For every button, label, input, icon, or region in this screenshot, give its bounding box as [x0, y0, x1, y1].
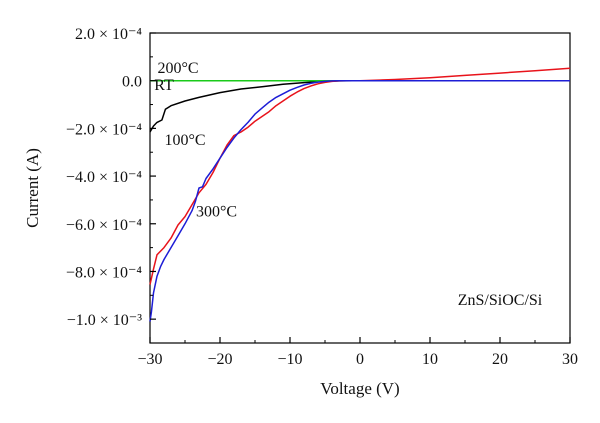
x-tick-label: 30 — [562, 351, 578, 368]
series-line-300-c — [149, 79, 570, 322]
y-tick-label: −4.0 × 10⁻⁴ — [66, 169, 142, 186]
x-tick-label: −30 — [137, 351, 162, 368]
y-tick-label: −2.0 × 10⁻⁴ — [66, 121, 142, 138]
y-tick-label: −1.0 × 10⁻³ — [67, 312, 142, 329]
x-axis-label: Voltage (V) — [320, 379, 399, 398]
series-layer — [149, 67, 571, 322]
x-tick-label: 0 — [356, 351, 364, 368]
series-line-rt — [149, 79, 570, 133]
x-tick-label: 20 — [492, 351, 508, 368]
x-tick-label: −20 — [207, 351, 232, 368]
curve-label-200-c: 200°C — [157, 60, 198, 77]
sample-annotation: ZnS/SiOC/Si — [458, 292, 543, 309]
labels-layer: 200°CRT 100°C 300°C — [154, 60, 237, 221]
series-line-100-c — [149, 67, 571, 285]
x-tick-label: −10 — [277, 351, 302, 368]
y-axis: 2.0 × 10⁻⁴ 0.0 −2.0 × 10⁻⁴ −4.0 × 10⁻⁴ −6.0 … — [66, 26, 156, 329]
curve-label-rt: RT — [154, 77, 174, 94]
curve-label-300-c: 300°C — [196, 204, 237, 221]
x-tick-label: 10 — [422, 351, 438, 368]
x-axis: −30 −20 −10 0 10 20 30 — [137, 337, 578, 368]
y-tick-label: 2.0 × 10⁻⁴ — [75, 26, 142, 43]
y-tick-label: 0.0 — [122, 74, 142, 91]
curve-label-100-c: 100°C — [164, 132, 205, 149]
y-tick-label: −8.0 × 10⁻⁴ — [66, 264, 142, 281]
y-axis-label: Current (A) — [23, 148, 42, 228]
y-tick-label: −6.0 × 10⁻⁴ — [66, 217, 142, 234]
